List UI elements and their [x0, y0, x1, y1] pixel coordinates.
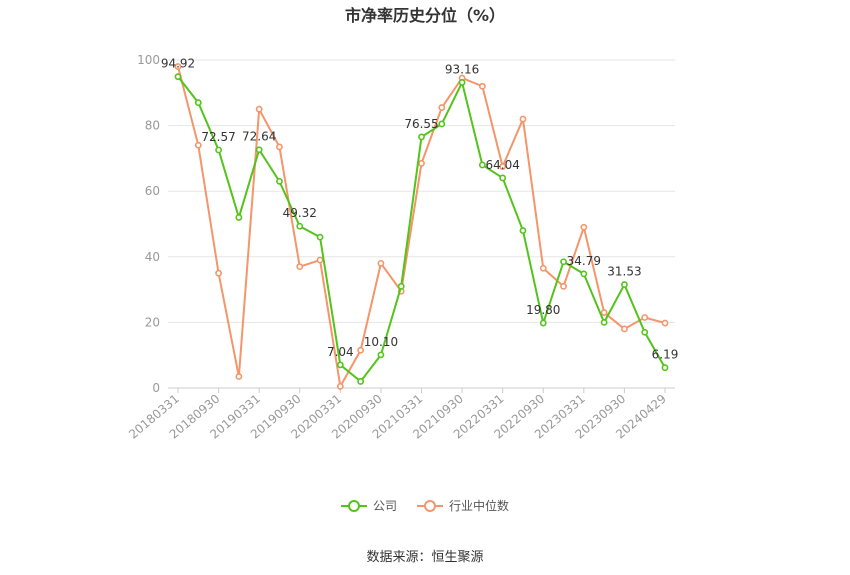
data-point-company [661, 364, 669, 372]
source-note: 数据来源：恒生聚源 [366, 550, 484, 565]
data-point-industry-median [600, 309, 608, 316]
legend: 公司 行业中位数 [0, 497, 850, 514]
data-point-company [194, 99, 202, 107]
data-point-company [296, 222, 304, 230]
data-point-company [539, 319, 547, 327]
data-point-company [255, 146, 263, 154]
data-label: 31.53 [607, 265, 641, 279]
data-point-company [519, 227, 527, 234]
y-tick-label: 0 [152, 381, 160, 395]
data-point-company [357, 378, 365, 385]
data-point-company [499, 174, 507, 182]
data-label: 72.64 [242, 130, 276, 144]
data-point-industry-median [215, 269, 222, 277]
legend-item-company[interactable]: 公司 [340, 497, 397, 514]
data-point-company [560, 258, 567, 266]
data-point-company [174, 73, 182, 81]
data-point-company [621, 281, 628, 288]
data-point-company [397, 282, 405, 290]
data-point-industry-median [174, 63, 182, 70]
data-point-industry-median [316, 256, 324, 264]
data-point-industry-median [621, 325, 628, 333]
data-point-industry-median [418, 159, 425, 167]
data-point-company [418, 133, 425, 141]
data-label: 6.19 [652, 348, 679, 362]
legend-marker-industry-median [417, 499, 443, 513]
data-label: 94.92 [161, 57, 195, 71]
data-point-industry-median [296, 263, 304, 271]
data-point-company [235, 214, 243, 221]
data-point-industry-median [357, 346, 365, 354]
data-label: 34.79 [567, 254, 601, 268]
data-label: 72.57 [201, 130, 235, 144]
data-point-industry-median [661, 319, 669, 327]
y-tick-label: 40 [145, 250, 160, 264]
data-point-industry-median [438, 104, 446, 111]
data-point-industry-median [560, 282, 567, 290]
data-label: 76.55 [404, 117, 438, 131]
series-line-industry-median [177, 66, 666, 388]
y-tick-label: 100 [137, 53, 160, 67]
legend-marker-company [340, 499, 367, 513]
data-label: 7.04 [327, 345, 354, 359]
data-label: 19.80 [526, 303, 560, 317]
data-point-industry-median [519, 115, 527, 123]
data-point-industry-median [641, 314, 649, 321]
data-point-company [316, 233, 324, 241]
chart-title: 市净率历史分位（%） [344, 6, 506, 25]
data-point-industry-median [478, 82, 486, 90]
data-label: 49.32 [283, 206, 317, 220]
y-tick-label: 80 [145, 119, 160, 133]
data-point-company [336, 361, 344, 369]
data-point-industry-median [377, 259, 385, 267]
data-point-company [478, 161, 486, 169]
data-point-company [580, 270, 588, 278]
data-point-industry-median [194, 141, 202, 149]
data-point-company [215, 146, 222, 154]
data-point-company [641, 328, 649, 336]
data-point-industry-median [580, 223, 588, 231]
data-point-company [438, 120, 446, 128]
data-label: 64.04 [485, 158, 519, 172]
legend-label-industry-median: 行业中位数 [449, 499, 510, 513]
data-point-industry-median [276, 143, 283, 151]
data-point-company [600, 318, 608, 326]
y-tick-label: 60 [145, 184, 160, 198]
data-point-industry-median [539, 264, 547, 272]
data-point-company [458, 79, 466, 86]
legend-label-company: 公司 [372, 499, 397, 513]
data-point-industry-median [499, 163, 507, 170]
y-tick-label: 20 [145, 315, 160, 329]
data-point-company [276, 177, 283, 185]
data-point-company [377, 351, 385, 359]
data-label: 10.10 [364, 335, 398, 349]
data-point-industry-median [336, 382, 344, 390]
data-label: 93.16 [445, 62, 479, 76]
legend-item-industry-median[interactable]: 行业中位数 [417, 497, 509, 514]
data-point-industry-median [255, 105, 263, 113]
data-point-industry-median [235, 373, 243, 380]
